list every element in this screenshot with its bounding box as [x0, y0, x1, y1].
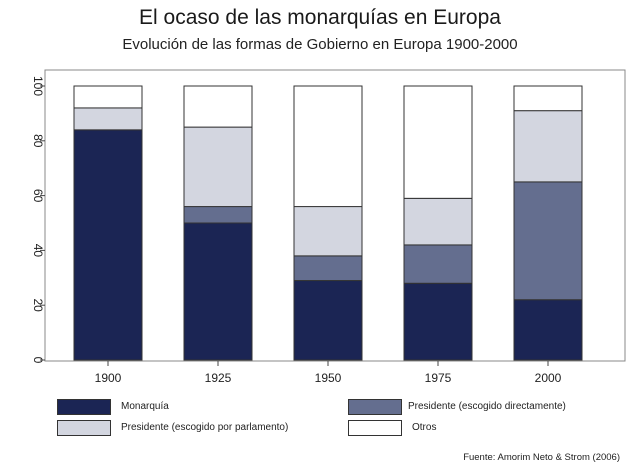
x-tick-label: 1950 — [315, 371, 342, 385]
legend-swatch-otros — [348, 420, 402, 436]
bar-segment-monarquia-1975 — [403, 282, 473, 361]
y-tick-label: 20 — [31, 299, 45, 313]
bar-segment-monarquia-1925 — [183, 222, 253, 361]
legend-swatch-monarquia — [57, 399, 111, 415]
source-note: Fuente: Amorim Neto & Strom (2006) — [463, 452, 620, 463]
y-tick-label: 100 — [31, 76, 45, 96]
chart-subtitle: Evolución de las formas de Gobierno en E… — [122, 36, 518, 53]
bar-segment-presidente-parlamento-1925 — [183, 126, 253, 208]
x-tick-label: 1925 — [205, 371, 232, 385]
bar-segment-monarquia-1900 — [73, 129, 143, 361]
bar-segment-monarquia-2000 — [513, 299, 583, 361]
bar-segment-presidente-directo-1975 — [403, 244, 473, 284]
bar-segment-otros-1975 — [403, 85, 473, 199]
bar-segment-presidente-parlamento-2000 — [513, 110, 583, 183]
legend-label-otros: Otros — [412, 422, 437, 433]
bar-segment-presidente-directo-1950 — [293, 255, 363, 282]
legend-label-presidente-parlamento: Presidente (escogido por parlamento) — [121, 422, 289, 433]
bar-segment-otros-1900 — [73, 85, 143, 109]
bar-segment-presidente-directo-2000 — [513, 181, 583, 301]
legend-label-presidente-directo: Presidente (escogido directamente) — [408, 401, 566, 412]
x-tick-label: 2000 — [535, 371, 562, 385]
bar-segment-monarquia-1950 — [293, 280, 363, 361]
bar-segment-otros-2000 — [513, 85, 583, 112]
chart-title: El ocaso de las monarquías en Europa — [139, 6, 501, 29]
y-tick-label: 40 — [31, 244, 45, 258]
legend-swatch-presidente-directo — [348, 399, 402, 415]
bar-segment-otros-1925 — [183, 85, 253, 128]
legend-swatch-presidente-parlamento — [57, 420, 111, 436]
bar-segment-otros-1950 — [293, 85, 363, 208]
x-tick-label: 1975 — [425, 371, 452, 385]
legend-label-monarquia: Monarquía — [121, 401, 169, 412]
y-tick-label: 60 — [31, 189, 45, 203]
x-tick-label: 1900 — [95, 371, 122, 385]
bar-segment-presidente-parlamento-1900 — [73, 107, 143, 131]
bar-segment-presidente-directo-1925 — [183, 206, 253, 224]
bar-segment-presidente-parlamento-1950 — [293, 206, 363, 257]
y-tick-label: 80 — [31, 134, 45, 148]
y-tick-label: 0 — [31, 357, 45, 364]
bar-segment-presidente-parlamento-1975 — [403, 197, 473, 246]
